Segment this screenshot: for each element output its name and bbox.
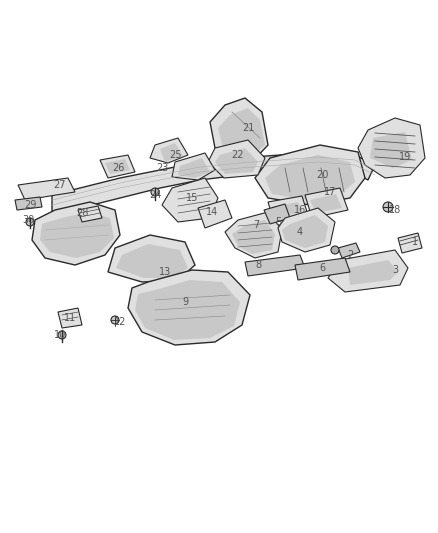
Text: 19: 19 [399,152,411,162]
Polygon shape [282,215,328,248]
Polygon shape [58,308,82,328]
Text: 26: 26 [112,163,124,173]
Text: 12: 12 [114,317,126,327]
Text: 15: 15 [186,193,198,203]
Text: 13: 13 [159,267,171,277]
Text: 23: 23 [156,163,168,173]
Text: 11: 11 [64,313,76,323]
Polygon shape [265,155,355,200]
Polygon shape [215,148,258,174]
Polygon shape [198,200,232,228]
Text: 8: 8 [255,260,261,270]
Text: 30: 30 [22,215,34,225]
Circle shape [331,246,339,254]
Text: 2: 2 [347,250,353,260]
Text: 4: 4 [297,227,303,237]
Polygon shape [328,250,408,292]
Text: 1: 1 [412,237,418,247]
Text: 22: 22 [232,150,244,160]
Text: 6: 6 [319,263,325,273]
Text: 16: 16 [294,205,306,215]
Polygon shape [100,155,135,178]
Text: 29: 29 [24,200,36,210]
Text: 3: 3 [392,265,398,275]
Polygon shape [108,235,195,282]
Polygon shape [255,145,365,205]
Text: 27: 27 [54,180,66,190]
Polygon shape [160,143,183,162]
Polygon shape [78,206,102,222]
Text: 24: 24 [149,190,161,200]
Polygon shape [128,270,250,345]
Text: 14: 14 [206,207,218,217]
Text: 5: 5 [275,217,281,227]
Text: 10: 10 [54,330,66,340]
Polygon shape [310,194,342,213]
Polygon shape [15,197,42,210]
Polygon shape [135,280,240,340]
Polygon shape [268,196,308,222]
Polygon shape [208,140,265,178]
Polygon shape [295,258,350,280]
Polygon shape [305,188,348,218]
Polygon shape [225,212,282,258]
Text: 17: 17 [324,187,336,197]
Text: 25: 25 [169,150,181,160]
Polygon shape [162,178,218,222]
Polygon shape [18,178,75,200]
Polygon shape [338,243,360,258]
Circle shape [58,331,66,339]
Polygon shape [210,98,268,165]
Text: 9: 9 [182,297,188,307]
Polygon shape [218,108,265,160]
Polygon shape [116,244,188,278]
Text: 20: 20 [316,170,328,180]
Polygon shape [358,118,425,178]
Polygon shape [150,138,188,163]
Polygon shape [264,204,290,224]
Text: 28: 28 [76,208,88,218]
Text: 18: 18 [389,205,401,215]
Polygon shape [40,212,114,258]
Polygon shape [398,233,422,253]
Polygon shape [178,158,210,178]
Polygon shape [273,202,303,217]
Polygon shape [245,255,305,276]
Text: 21: 21 [242,123,254,133]
Polygon shape [232,220,275,254]
Polygon shape [172,153,215,180]
Circle shape [383,202,393,212]
Text: 7: 7 [253,220,259,230]
Polygon shape [278,208,335,252]
Polygon shape [52,152,375,215]
Circle shape [151,188,159,196]
Polygon shape [32,202,120,265]
Circle shape [26,218,34,226]
Circle shape [111,316,119,324]
Polygon shape [348,260,398,285]
Polygon shape [105,159,130,174]
Polygon shape [370,132,412,168]
